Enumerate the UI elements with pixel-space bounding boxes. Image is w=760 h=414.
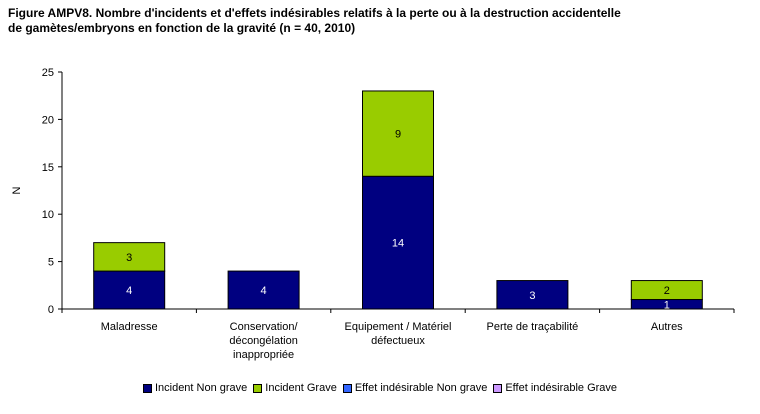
legend-item: Incident Grave	[253, 382, 337, 394]
y-tick-label: 25	[42, 67, 54, 79]
chart-title-line-2: de gamètes/embryons en fonction de la gr…	[8, 21, 356, 35]
y-tick-label: 0	[48, 304, 54, 316]
data-label: 1	[664, 299, 670, 311]
legend-swatch	[142, 383, 152, 393]
data-label: 4	[261, 285, 267, 297]
y-tick-label: 20	[42, 114, 54, 126]
legend-label: Effet indésirable Grave	[505, 382, 618, 394]
bar-segment	[496, 280, 569, 310]
bar-segment	[362, 90, 434, 177]
data-label: 3	[126, 252, 132, 264]
y-axis-label: N	[11, 186, 23, 194]
y-tick-label: 5	[48, 257, 54, 269]
legend-item: Effet indésirable Grave	[493, 382, 617, 394]
y-tick-label: 15	[42, 162, 54, 174]
bar-segment	[227, 270, 300, 310]
legend-label: Incident Non grave	[154, 382, 248, 394]
x-tick-label: inappropriée	[233, 349, 294, 361]
legend-label: Incident Grave	[265, 382, 337, 394]
legend-swatch	[493, 383, 503, 393]
x-tick-label: défectueux	[371, 335, 425, 347]
chart-legend: Incident Non grave Incident Grave Effet in…	[0, 380, 760, 396]
chart-title-line-1: Figure AMPV8. Nombre d'incidents et d'ef…	[8, 6, 621, 20]
x-tick-label: Equipement / Matériel	[345, 321, 452, 333]
data-label: 9	[395, 129, 401, 141]
bar-segment	[93, 270, 166, 310]
x-tick-label: décongélation	[229, 335, 298, 347]
data-label: 4	[126, 285, 132, 297]
x-tick-label: Conservation/	[230, 321, 299, 333]
data-label: 2	[664, 285, 670, 297]
bar-segment	[93, 242, 166, 272]
legend-label: Effet indésirable Non grave	[354, 382, 488, 394]
bar-segment	[630, 280, 703, 301]
data-label: 14	[392, 238, 404, 250]
legend-item: Incident Non grave	[142, 382, 248, 394]
x-tick-label: Perte de traçabilité	[487, 321, 579, 333]
y-tick-label: 10	[42, 209, 54, 221]
chart-title: Figure AMPV8. Nombre d'incidents et d'ef…	[8, 6, 748, 36]
legend-swatch	[342, 383, 352, 393]
x-tick-label: Autres	[651, 321, 683, 333]
legend-item: Effet indésirable Non grave	[342, 382, 488, 394]
x-tick-label: Maladresse	[101, 321, 158, 333]
data-label: 3	[529, 290, 535, 302]
legend-swatch	[253, 383, 263, 393]
bar-segment	[362, 175, 434, 310]
